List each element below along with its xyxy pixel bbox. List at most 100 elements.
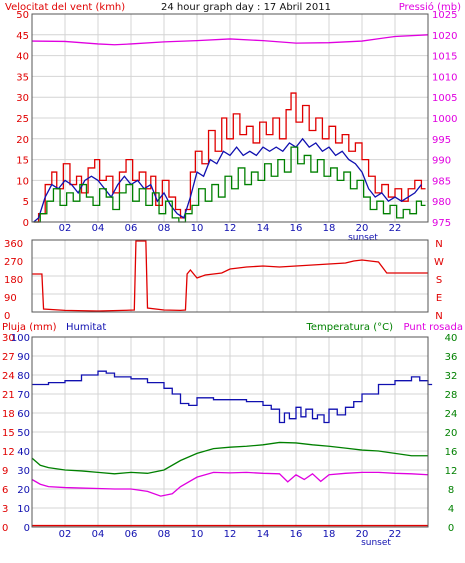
wind-tick-label: 30 <box>16 93 29 104</box>
hour-tick-label: 14 <box>257 529 270 540</box>
rain-ylabel: Pluja (mm) <box>2 322 57 333</box>
pressure-tick-label: 1005 <box>432 93 457 104</box>
rain-tick-label: 0 <box>2 523 8 534</box>
rain-tick-label: 24 <box>2 371 15 382</box>
wind-x-ticks: 02 04 06 08 10 12 14 16 18 20 22 <box>59 223 402 234</box>
direction-degree-ticks: 360 270 180 90 0 <box>4 239 23 322</box>
pressure-series-line <box>31 34 429 46</box>
humidity-ylabel: Humitat <box>66 322 106 333</box>
direction-degree-label: 270 <box>4 257 23 268</box>
wind-series-line <box>33 137 422 223</box>
direction-degree-label: 360 <box>4 239 23 250</box>
temperature-tick-label: 40 <box>445 333 458 344</box>
wind-tick-label: 0 <box>23 218 29 229</box>
hour-tick-label: 02 <box>59 529 72 540</box>
pressure-tick-label: 1025 <box>432 10 457 21</box>
humidity-series-line <box>32 370 433 424</box>
rain-tick-label: 15 <box>2 428 15 439</box>
humidity-tick-label: 80 <box>17 371 30 382</box>
compass-letter: E <box>436 293 442 304</box>
temp-panel-grid <box>32 337 428 527</box>
wind-tick-label: 15 <box>16 156 29 167</box>
humidity-tick-label: 40 <box>17 447 30 458</box>
sunset-label-top: sunset <box>348 233 378 243</box>
pressure-ticks: 975 980 985 990 995 1000 1005 1010 1015 1020 1025 <box>432 10 457 229</box>
wind-tick-label: 35 <box>16 72 29 83</box>
temperature-tick-label: 12 <box>445 466 458 477</box>
wind-tick-label: 50 <box>16 10 29 21</box>
hour-tick-label: 22 <box>389 529 402 540</box>
rain-tick-label: 9 <box>2 466 8 477</box>
hour-tick-label: 16 <box>290 223 303 234</box>
wind-tick-label: 40 <box>16 52 29 63</box>
hour-tick-label: 18 <box>323 223 336 234</box>
wind-panel-grid <box>32 14 428 222</box>
rain-tick-label: 18 <box>2 409 15 420</box>
wind-series-line <box>33 92 426 223</box>
direction-panel-frame <box>31 239 429 313</box>
hour-tick-label: 20 <box>356 223 369 234</box>
hour-tick-label: 08 <box>158 529 171 540</box>
hour-tick-label: 06 <box>125 529 138 540</box>
wind-ticks: 0 5 10 15 20 25 30 35 40 45 50 <box>16 10 29 229</box>
temp-panel-series <box>31 370 433 527</box>
wind-tick-label: 10 <box>16 176 29 187</box>
temperature-tick-label: 8 <box>448 485 454 496</box>
wind-series-line <box>33 146 426 223</box>
direction-panel-series <box>32 240 428 312</box>
humidity-tick-label: 90 <box>17 352 30 363</box>
humidity-tick-label: 10 <box>17 504 30 515</box>
hour-tick-label: 02 <box>59 223 72 234</box>
pressure-ylabel: Pressió (mb) <box>399 1 461 13</box>
hour-tick-label: 16 <box>290 529 303 540</box>
rain-ticks: 0 3 6 9 12 15 18 21 24 27 30 <box>2 333 15 534</box>
temp-panel-frame <box>31 336 429 528</box>
rain-tick-label: 30 <box>2 333 15 344</box>
dewpoint-ylabel: Punt rosada <box>404 322 463 333</box>
pressure-tick-label: 1010 <box>432 72 457 83</box>
temperature-ticks: 0 4 8 12 16 20 24 28 32 36 40 <box>445 333 458 534</box>
hour-tick-label: 04 <box>92 529 105 540</box>
temperature-tick-label: 4 <box>448 504 454 515</box>
pressure-tick-label: 995 <box>432 135 451 146</box>
direction-panel-grid <box>32 240 428 312</box>
temperature-series-line <box>31 471 429 497</box>
hour-tick-label: 18 <box>323 529 336 540</box>
hour-tick-label: 22 <box>389 223 402 234</box>
wind-panel-series <box>31 34 429 223</box>
wind-tick-label: 5 <box>23 197 29 208</box>
temperature-tick-label: 24 <box>445 409 458 420</box>
pressure-tick-label: 1020 <box>432 31 457 42</box>
humidity-tick-label: 30 <box>17 466 30 477</box>
compass-letter: W <box>434 257 444 268</box>
wind-tick-label: 20 <box>16 135 29 146</box>
chart-title: 24 hour graph day : 17 Abril 2011 <box>161 2 331 13</box>
wind-ylabel: Velocitat del vent (kmh) <box>5 2 125 13</box>
pressure-tick-label: 975 <box>432 218 451 229</box>
wind-tick-label: 25 <box>16 114 29 125</box>
sunset-label-bottom: sunset <box>361 538 391 548</box>
rain-tick-label: 27 <box>2 352 15 363</box>
temperature-ylabel: Temperatura (°C) <box>305 322 393 333</box>
rain-tick-label: 21 <box>2 390 15 401</box>
direction-degree-label: 0 <box>4 311 10 322</box>
wind-tick-label: 45 <box>16 31 29 42</box>
compass-letter: N <box>435 311 442 322</box>
rain-tick-label: 3 <box>2 504 8 515</box>
hour-tick-label: 12 <box>224 223 237 234</box>
compass-letter: S <box>436 275 442 286</box>
temperature-tick-label: 28 <box>445 390 458 401</box>
hour-tick-label: 10 <box>191 223 204 234</box>
temperature-series-line <box>31 441 428 475</box>
wind-panel-frame <box>31 13 429 223</box>
hour-tick-label: 06 <box>125 223 138 234</box>
compass-letter: N <box>435 239 442 250</box>
pressure-tick-label: 980 <box>432 197 451 208</box>
humidity-tick-label: 70 <box>17 390 30 401</box>
direction-degree-label: 180 <box>4 275 23 286</box>
humidity-tick-label: 20 <box>17 485 30 496</box>
hour-tick-label: 12 <box>224 529 237 540</box>
humidity-tick-label: 60 <box>17 409 30 420</box>
hour-tick-label: 04 <box>92 223 105 234</box>
